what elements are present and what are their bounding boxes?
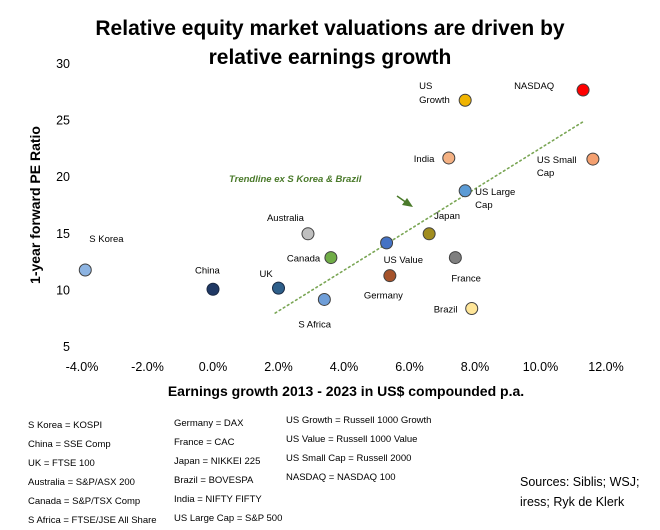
sources-line-2: iress; Ryk de Klerk <box>520 495 625 509</box>
y-tick-label: 25 <box>56 114 70 128</box>
legend-entry: India = NIFTY FIFTY <box>174 494 262 505</box>
point-label-line: Cap <box>537 168 554 179</box>
data-point-france <box>448 251 462 265</box>
point-label-canada: Canada <box>287 254 321 265</box>
legend-entry: Brazil = BOVESPA <box>174 475 254 486</box>
point-label-brazil: Brazil <box>434 305 458 316</box>
point-label-line: Growth <box>419 95 450 106</box>
legend-column-1: S Korea = KOSPI China = SSE Comp UK = FT… <box>28 416 157 530</box>
point-label-line: US <box>419 81 432 92</box>
x-tick-label: 8.0% <box>461 360 490 374</box>
trendline-arrow-head <box>402 198 413 207</box>
legend-entry: NASDAQ = NASDAQ 100 <box>286 472 396 483</box>
point-label-us-value: US Value <box>384 255 423 266</box>
point-label-india: India <box>414 154 435 165</box>
data-point-uk <box>272 281 285 295</box>
point-label-japan: Japan <box>434 211 460 222</box>
chart-title-line-1: Relative equity market valuations are dr… <box>95 17 565 40</box>
y-tick-label: 10 <box>56 283 70 297</box>
x-tick-label: 10.0% <box>523 360 558 374</box>
point-label-line: Cap <box>475 200 492 211</box>
data-point-us-value <box>380 236 394 250</box>
legend-entry: France = CAC <box>174 437 235 448</box>
legend-entry: US Small Cap = Russell 2000 <box>286 453 412 464</box>
trendline-label: Trendline ex S Korea & Brazil <box>229 174 362 185</box>
y-tick-label: 5 <box>63 340 70 354</box>
point-label-line: US Large <box>475 187 515 198</box>
data-point-nasdaq <box>576 83 590 97</box>
y-tick-label: 30 <box>56 57 70 71</box>
data-point-s-africa <box>317 292 331 306</box>
chart-title-line-2: relative earnings growth <box>209 46 452 69</box>
data-points <box>78 83 600 316</box>
legend-entry: Canada = S&P/TSX Comp <box>28 496 141 507</box>
legend-entry: UK = FTSE 100 <box>28 458 95 469</box>
x-tick-label: -2.0% <box>131 360 164 374</box>
tick-labels: -4.0% -2.0% 0.0% 2.0% 4.0% 6.0% 8.0% 10.0% 12.0%… <box>56 57 624 374</box>
point-label-line: US Small <box>537 155 577 166</box>
x-tick-label: -4.0% <box>66 360 99 374</box>
data-point-germany <box>383 269 397 283</box>
trendline <box>274 120 584 314</box>
legend-entry: US Value = Russell 1000 Value <box>286 434 418 445</box>
data-point-australia <box>301 227 315 241</box>
point-label-germany: Germany <box>364 291 403 302</box>
x-tick-label: 12.0% <box>588 360 623 374</box>
legend-entry: S Korea = KOSPI <box>28 420 103 431</box>
legend-column-2: Germany = DAX France = CAC Japan = NIKKE… <box>174 414 282 528</box>
data-point-us-large-cap <box>458 184 472 198</box>
legend-entry: S Africa = FTSE/JSE All Share <box>28 515 157 526</box>
data-point-brazil <box>465 302 479 316</box>
point-label-uk: UK <box>260 269 274 280</box>
point-label-us-large-cap: US Large Cap <box>475 187 515 211</box>
point-label-s-africa: S Africa <box>298 319 331 330</box>
point-label-china: China <box>195 265 221 276</box>
point-label-us-growth: US Growth <box>419 81 450 106</box>
y-tick-label: 15 <box>56 227 70 241</box>
legend-entry: US Large Cap = S&P 500 <box>174 513 283 524</box>
point-label-us-small-cap: US Small Cap <box>537 155 577 179</box>
data-point-us-small-cap <box>586 152 600 166</box>
x-tick-label: 0.0% <box>199 360 228 374</box>
x-tick-label: 6.0% <box>395 360 424 374</box>
point-label-s-korea: S Korea <box>89 234 124 245</box>
point-label-nasdaq: NASDAQ <box>514 81 554 92</box>
point-labels: S Korea China UK Australia S Africa Canada US … <box>89 81 576 330</box>
data-point-s-korea <box>78 263 92 277</box>
sources-line-1: Sources: Siblis; WSJ; <box>520 475 640 489</box>
data-point-us-growth <box>458 93 472 107</box>
legend-entry: China = SSE Comp <box>28 439 111 450</box>
data-point-india <box>442 151 456 165</box>
legend-entry: Germany = DAX <box>174 418 244 429</box>
y-axis-label: 1-year forward PE Ratio <box>27 126 43 284</box>
y-tick-label: 20 <box>56 170 70 184</box>
point-label-france: France <box>451 274 481 285</box>
sources-note: Sources: Siblis; WSJ; iress; Ryk de Kler… <box>520 472 639 512</box>
data-point-china <box>206 282 220 296</box>
legend-entry: US Growth = Russell 1000 Growth <box>286 415 432 426</box>
legend-column-3: US Growth = Russell 1000 Growth US Value… <box>286 411 431 487</box>
data-point-japan <box>422 227 436 241</box>
data-point-canada <box>324 251 338 265</box>
x-tick-label: 4.0% <box>330 360 359 374</box>
x-axis-label: Earnings growth 2013 - 2023 in US$ compo… <box>168 383 524 399</box>
point-label-australia: Australia <box>267 213 305 224</box>
legend-entry: Australia = S&P/ASX 200 <box>28 477 135 488</box>
legend-entry: Japan = NIKKEI 225 <box>174 456 261 467</box>
trendline-layer: Trendline ex S Korea & Brazil <box>229 120 584 314</box>
x-tick-label: 2.0% <box>264 360 293 374</box>
